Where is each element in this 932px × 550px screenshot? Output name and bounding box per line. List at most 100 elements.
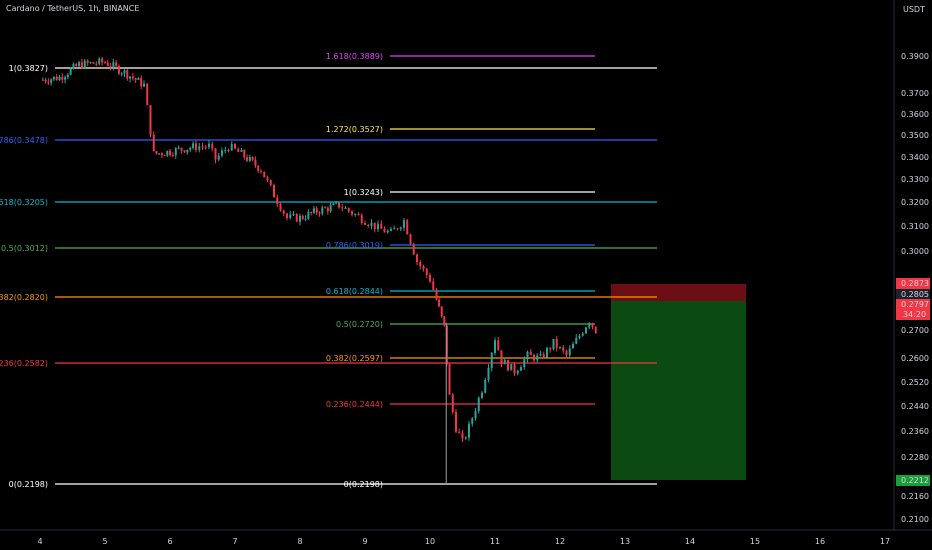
candle-body [44, 79, 47, 82]
candle-body [591, 323, 594, 327]
candle-body [198, 146, 201, 150]
price-axis[interactable]: USDT 0.3900 0.3700 0.3600 0.3500 0.3400 … [901, 5, 929, 524]
candle-body [536, 355, 539, 361]
candle-body [432, 281, 435, 290]
candle-body [80, 62, 83, 69]
candle-body [555, 339, 558, 348]
candle-body [237, 148, 240, 152]
candle-body [360, 215, 363, 224]
price-tick: 0.2440 [901, 402, 929, 411]
date-tick: 13 [620, 537, 630, 546]
candle-body [134, 78, 137, 80]
candle-body [120, 73, 123, 75]
candle-body [594, 326, 597, 334]
candle-body [516, 370, 519, 374]
candle-body [195, 143, 197, 150]
candle-body [373, 222, 376, 230]
take-profit-zone[interactable] [611, 301, 746, 480]
svg-text:0.2873: 0.2873 [901, 279, 929, 288]
candle-body [201, 146, 204, 148]
candle-body [440, 306, 443, 317]
date-tick: 11 [490, 537, 500, 546]
candle-body [471, 418, 474, 424]
candle-body [211, 143, 214, 149]
price-tick: 0.3900 [901, 52, 929, 61]
candle-body [318, 212, 321, 214]
candle-body [301, 215, 304, 219]
candle-body [425, 268, 428, 276]
time-axis[interactable]: 4 5 6 7 8 9 10 11 12 13 14 15 16 17 [37, 537, 890, 546]
candle-body [174, 148, 177, 156]
date-tick: 5 [102, 537, 107, 546]
last-price-badge: 0.2805 [896, 289, 930, 299]
chart-title: Cardano / TetherUS, 1h, BINANCE [6, 4, 140, 13]
price-tick: 0.2100 [901, 515, 929, 524]
candle-body [204, 146, 207, 148]
candle-body [169, 150, 171, 156]
candle-body [474, 411, 477, 419]
candle-body [438, 299, 441, 307]
candle-body [152, 134, 155, 152]
candle-body [494, 340, 496, 353]
candle-body [370, 222, 373, 227]
candle-body [89, 62, 92, 64]
candle-body [61, 76, 64, 80]
candle-body [503, 360, 506, 365]
candle-body [257, 165, 260, 171]
candle-body [549, 348, 552, 350]
stop-loss-zone[interactable] [611, 284, 746, 301]
price-tick: 0.2280 [901, 453, 929, 462]
candle-body [254, 159, 257, 166]
candle-body [155, 151, 158, 154]
candle-body [248, 156, 251, 161]
candle-body [55, 76, 58, 81]
candles [41, 56, 597, 484]
candle-body [347, 207, 350, 212]
candle-body [520, 367, 522, 371]
candle-body [104, 62, 106, 64]
candle-body [115, 62, 118, 66]
candle-body [131, 76, 134, 79]
price-tick: 0.3700 [901, 89, 929, 98]
candle-body [101, 58, 104, 63]
candle-body [443, 316, 446, 326]
candle-body [273, 184, 275, 198]
candle-body [286, 213, 288, 218]
candle-body [69, 68, 72, 75]
candle-body [92, 62, 95, 64]
candle-body [484, 379, 487, 393]
candle-body [234, 143, 236, 149]
candle-body [246, 157, 249, 161]
candle-body [562, 347, 565, 351]
candle-body [240, 149, 243, 152]
candle-body [41, 79, 44, 81]
candle-body [526, 351, 529, 360]
candle-body [445, 325, 448, 365]
candle-body [497, 340, 500, 351]
candle-body [364, 223, 366, 225]
candle-body [192, 143, 195, 149]
fib-label: 1(0.3827) [9, 64, 48, 73]
fib-label: 0(0.2198) [9, 480, 48, 489]
stop-price-badge: 0.2873 [896, 278, 930, 289]
candle-body [539, 354, 542, 356]
candle-body [546, 348, 548, 358]
candle-body [217, 155, 220, 160]
fib-ext-label: 0.382(0.2597) [326, 354, 383, 363]
candle-body [78, 62, 80, 67]
candle-body [487, 367, 490, 380]
fib-ext-label: 0.618(0.2844) [326, 287, 383, 296]
candle-body [455, 412, 457, 432]
candle-body [341, 207, 344, 209]
candle-body [166, 150, 169, 156]
candle-body [335, 202, 338, 204]
candle-body [64, 77, 67, 80]
fib-extension[interactable] [390, 55, 595, 405]
candle-body [98, 58, 101, 64]
fib-retracement-main[interactable] [55, 67, 657, 485]
candle-body [422, 266, 425, 269]
date-tick: 6 [167, 537, 172, 546]
candle-body [380, 223, 383, 229]
candle-body [458, 431, 461, 434]
